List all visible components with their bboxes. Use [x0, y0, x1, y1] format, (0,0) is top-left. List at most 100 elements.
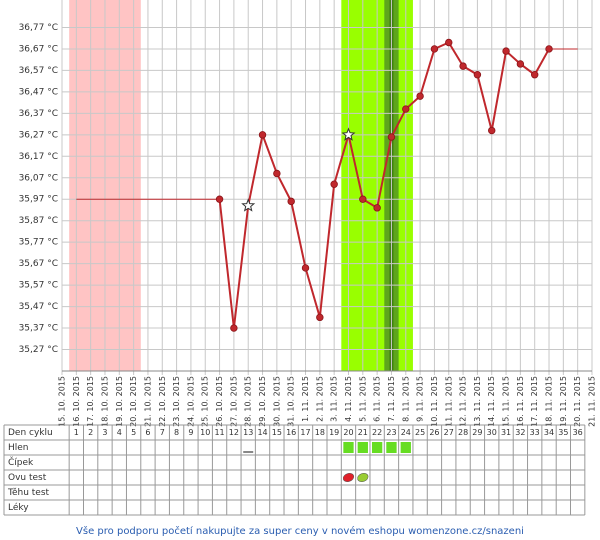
footer-link[interactable]: Vše pro podporu početí nakupujte za supe… — [76, 525, 524, 537]
cycle-day: 6 — [145, 428, 150, 437]
y-tick-label: 35,27 °C — [19, 345, 58, 355]
x-tick-label: 7. 11. 2015 — [387, 376, 396, 422]
cycle-day: 1 — [74, 428, 79, 437]
temperature-point — [287, 197, 295, 206]
x-tick-label: 2. 11. 2015 — [315, 376, 324, 422]
cycle-day: 35 — [558, 428, 568, 437]
x-tick-label: 19. 11. 2015 — [559, 376, 568, 427]
x-tick-label: 16. 10. 2015 — [72, 376, 81, 427]
x-tick-label: 19. 10. 2015 — [115, 376, 124, 427]
cycle-day: 33 — [530, 428, 540, 437]
cycle-day: 32 — [515, 428, 525, 437]
x-tick-label: 24. 10. 2015 — [186, 376, 195, 427]
x-tick-label: 25. 10. 2015 — [201, 376, 210, 427]
cycle-day: 16 — [286, 428, 296, 437]
cycle-day: 18 — [315, 428, 325, 437]
temperature-point — [459, 62, 467, 70]
ovu-test — [357, 473, 369, 482]
y-tick-label: 36,07 °C — [19, 173, 58, 183]
x-tick-label: 21. 10. 2015 — [143, 376, 152, 427]
hlen-cell — [343, 442, 354, 453]
x-tick-label: 9. 11. 2015 — [416, 376, 425, 422]
x-tick-label: 15. 11. 2015 — [502, 376, 511, 427]
star-point — [241, 198, 256, 212]
temperature-line — [218, 41, 550, 329]
temperature-point — [488, 126, 496, 135]
hlen-cell — [386, 442, 397, 453]
x-tick-label: 29. 10. 2015 — [258, 376, 267, 427]
cycle-day: 36 — [573, 428, 583, 437]
y-tick-label: 35,77 °C — [19, 238, 58, 248]
row-label: Hlen — [8, 443, 29, 453]
star-point — [341, 127, 356, 141]
cycle-day: 2 — [88, 428, 93, 437]
x-tick-label: 4. 11. 2015 — [344, 376, 353, 422]
y-tick-label: 35,67 °C — [19, 259, 58, 269]
y-tick-label: 36,57 °C — [19, 66, 58, 76]
temperature-point — [502, 47, 510, 55]
x-tick-label: 10. 11. 2015 — [430, 376, 439, 427]
temperature-point — [473, 71, 482, 79]
cycle-day: 5 — [131, 428, 136, 437]
cycle-day: 29 — [472, 428, 482, 437]
x-tick-label: 11. 11. 2015 — [444, 376, 453, 427]
x-tick-label: 23. 10. 2015 — [172, 376, 181, 427]
y-tick-label: 36,17 °C — [19, 152, 58, 162]
y-tick-label: 36,47 °C — [19, 87, 58, 97]
y-tick-label: 35,47 °C — [19, 302, 58, 312]
cycle-day: 23 — [386, 428, 396, 437]
temperature-point — [230, 324, 238, 332]
temperature-point — [445, 38, 453, 47]
y-tick-label: 35,87 °C — [19, 216, 58, 226]
cycle-day: 11 — [214, 428, 224, 437]
cycle-day: 26 — [429, 428, 439, 437]
cycle-day: 22 — [372, 428, 382, 437]
cycle-day: 12 — [229, 428, 239, 437]
temperature-point — [215, 195, 224, 203]
cycle-day: 24 — [401, 428, 411, 437]
temperature-point — [359, 195, 367, 203]
temperature-point — [316, 313, 324, 322]
x-tick-label: 21. 11. 2015 — [588, 376, 597, 427]
cycle-day: 34 — [544, 428, 554, 437]
y-tick-label: 36,67 °C — [19, 44, 58, 54]
hlen-dash — [243, 451, 254, 453]
row-label: Čípek — [8, 456, 34, 468]
temperature-point — [545, 45, 553, 53]
cycle-day: 30 — [487, 428, 497, 437]
temperature-point — [258, 131, 267, 139]
row-label: Léky — [8, 502, 29, 513]
temperature-point — [516, 60, 525, 68]
hlen-cell — [371, 442, 383, 453]
cycle-day: 19 — [329, 428, 339, 437]
cycle-day: 14 — [257, 428, 267, 437]
cycle-day: 8 — [174, 428, 179, 437]
temperature-point — [330, 180, 338, 188]
temperature-point — [416, 92, 424, 100]
x-tick-label: 26. 10. 2015 — [215, 376, 224, 427]
cycle-day: 27 — [444, 428, 454, 437]
cycle-day: 21 — [358, 428, 368, 437]
cycle-day: 28 — [458, 428, 468, 437]
x-tick-label: 17. 11. 2015 — [530, 376, 539, 427]
cycle-day: 20 — [343, 428, 353, 437]
cycle-day: 13 — [243, 428, 253, 437]
cycle-day: 9 — [188, 428, 193, 437]
y-tick-label: 35,97 °C — [19, 195, 58, 205]
cycle-day: 10 — [200, 428, 210, 437]
x-tick-label: 16. 11. 2015 — [516, 376, 525, 427]
row-label: Ovu test — [8, 473, 47, 483]
x-tick-label: 27. 10. 2015 — [229, 376, 238, 427]
cycle-day: 15 — [272, 428, 282, 437]
cycle-day: 4 — [117, 428, 122, 437]
x-tick-label: 5. 11. 2015 — [358, 376, 367, 422]
x-tick-label: 8. 11. 2015 — [401, 376, 410, 422]
temperature-point — [531, 71, 539, 79]
x-tick-label: 28. 10. 2015 — [244, 376, 253, 427]
x-tick-label: 18. 10. 2015 — [100, 376, 109, 427]
temperature-point — [430, 45, 439, 53]
x-tick-label: 1. 11. 2015 — [301, 376, 310, 422]
y-tick-label: 36,77 °C — [19, 23, 58, 33]
y-tick-label: 36,27 °C — [19, 130, 58, 140]
x-tick-label: 30. 10. 2015 — [272, 376, 281, 427]
